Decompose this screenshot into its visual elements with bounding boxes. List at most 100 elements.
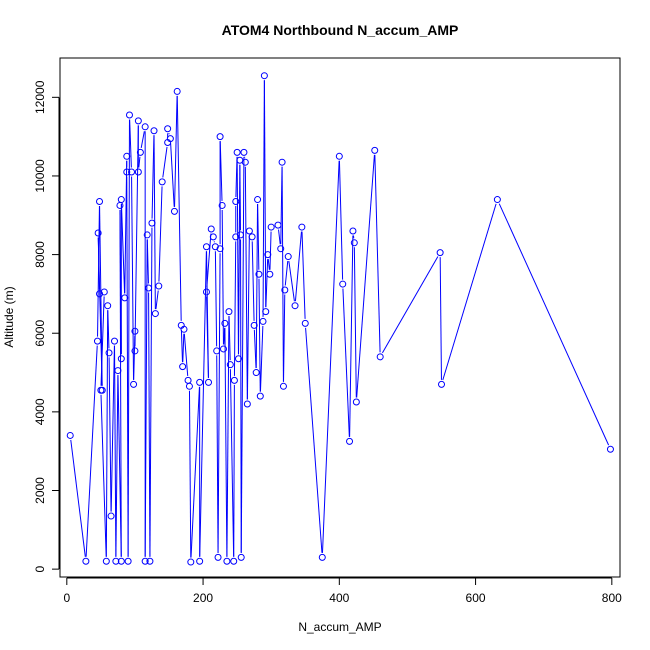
series-line-segment: [127, 119, 130, 557]
data-point: [216, 245, 224, 253]
data-point: [436, 249, 444, 257]
data-point: [121, 294, 129, 302]
series-line-segment: [120, 204, 126, 294]
data-point: [207, 225, 215, 233]
series-line-segment: [251, 241, 255, 321]
series-line-segment: [244, 166, 248, 400]
series-line-segment: [199, 251, 207, 557]
series-line-segment: [224, 327, 228, 557]
series-line-segment: [214, 251, 218, 347]
chart-title: ATOM4 Northbound N_accum_AMP: [222, 22, 459, 38]
series-line-segment: [263, 80, 267, 308]
data-point: [243, 400, 251, 408]
series-line-segment: [182, 333, 185, 363]
data-point: [274, 221, 282, 229]
series-line-segment: [236, 156, 239, 355]
data-point: [96, 198, 104, 206]
data-point: [116, 201, 124, 209]
series-line-segment: [301, 231, 306, 319]
data-point: [141, 123, 149, 131]
series-line-segment: [217, 253, 221, 553]
series-line-segment: [100, 296, 105, 386]
data-point: [164, 125, 172, 133]
series-line-segment: [238, 164, 241, 355]
data-point: [221, 319, 229, 327]
data-point: [214, 553, 222, 561]
data-point: [493, 196, 501, 204]
data-point: [123, 168, 131, 176]
series-line-segment: [190, 386, 200, 558]
data-point: [141, 557, 149, 565]
series-line-segment: [107, 310, 110, 349]
x-tick-label: 200: [193, 591, 213, 605]
series-line-segment: [257, 204, 260, 270]
data-point: [250, 321, 258, 329]
data-point: [230, 376, 238, 384]
data-point: [123, 152, 131, 160]
x-axis: 0 200 400 600 800: [63, 577, 622, 605]
series-line-segment: [138, 156, 141, 168]
series-line-segment: [226, 316, 230, 557]
data-point: [125, 111, 133, 119]
data-point: [352, 398, 360, 406]
data-point: [196, 557, 204, 565]
data-point: [248, 233, 256, 241]
data-point: [202, 243, 210, 251]
data-series: [66, 72, 614, 566]
series-line-segment: [253, 329, 257, 369]
data-point: [252, 369, 260, 377]
series-line-segment: [97, 206, 100, 337]
data-point: [202, 288, 210, 296]
data-point: [277, 245, 285, 253]
data-point: [136, 148, 144, 156]
data-point: [82, 557, 90, 565]
series-line-segment: [221, 209, 224, 345]
x-tick-label: 400: [329, 591, 349, 605]
data-point: [267, 223, 275, 231]
data-point: [606, 445, 614, 453]
data-point: [284, 253, 292, 261]
y-tick-label: 8000: [33, 241, 47, 268]
data-point: [254, 196, 262, 204]
data-point: [264, 251, 272, 259]
y-axis-label: Altitude (m): [2, 286, 16, 347]
series-line-segment: [229, 369, 235, 557]
data-point: [131, 327, 139, 335]
y-axis: 0 2000 4000 6000 8000 10000 12000: [33, 80, 60, 572]
data-point: [143, 231, 151, 239]
data-point: [166, 135, 174, 143]
data-point: [259, 317, 267, 325]
series-line-segment: [148, 292, 151, 557]
data-point: [318, 553, 326, 561]
series-line-segment: [321, 160, 340, 553]
series-line-segment: [162, 146, 168, 178]
data-point: [97, 386, 105, 394]
data-point: [117, 355, 125, 363]
series-line-segment: [174, 95, 178, 207]
data-point: [298, 223, 306, 231]
series-line-segment: [144, 239, 148, 557]
data-point: [93, 337, 101, 345]
series-line-segment: [129, 119, 132, 168]
series-line-segment: [151, 135, 155, 219]
data-point: [111, 337, 119, 345]
x-axis-label: N_accum_AMP: [298, 620, 381, 634]
data-point: [260, 72, 268, 80]
series-line-segment: [149, 227, 153, 557]
series-line-segment: [233, 384, 235, 557]
series-line-segment: [219, 141, 223, 201]
data-point: [262, 308, 270, 316]
series-line-segment: [239, 164, 241, 231]
series-line-segment: [305, 327, 323, 553]
data-point: [130, 380, 138, 388]
data-point: [105, 349, 113, 357]
data-point: [438, 380, 446, 388]
data-point: [148, 219, 156, 227]
data-point: [187, 558, 195, 566]
data-point: [100, 288, 108, 296]
data-point: [102, 557, 110, 565]
data-point: [150, 127, 158, 135]
series-line-segment: [342, 288, 350, 437]
data-point: [158, 178, 166, 186]
data-point: [96, 290, 104, 298]
